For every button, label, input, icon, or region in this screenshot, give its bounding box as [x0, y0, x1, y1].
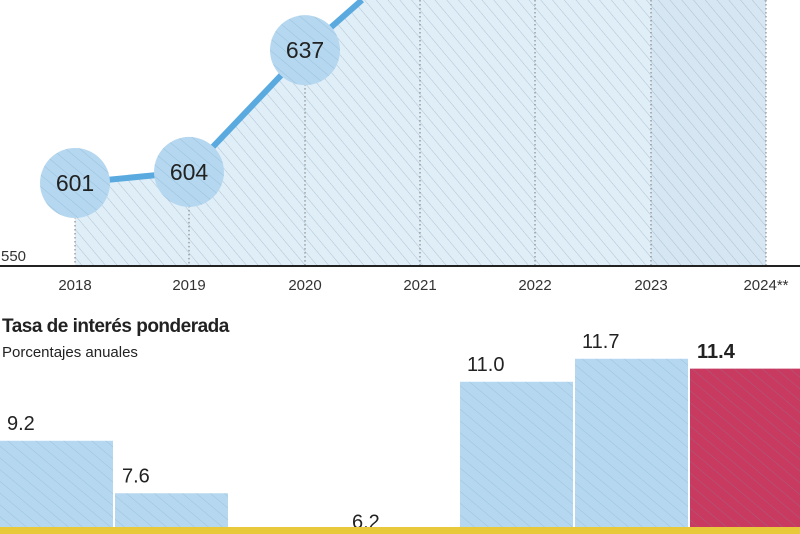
line-chart: 550 2018 2019 2020 2021 2022 2023 2024** 601 60…: [0, 0, 800, 294]
data-point-hatch: [154, 136, 224, 207]
bar-hatch: [0, 440, 113, 534]
baseline-band: [0, 527, 800, 534]
bar-label: 9.2: [7, 413, 35, 435]
data-label: 601: [56, 170, 94, 196]
bar-hatch: [575, 358, 688, 534]
series-line: [74, 0, 364, 186]
bar-label: 11.7: [582, 331, 619, 353]
x-tick-label: 2022: [518, 277, 551, 294]
bar-label: 11.4: [697, 341, 736, 363]
bar-label: 11.0: [467, 354, 504, 376]
bar-hatch: [460, 381, 573, 534]
bar-hatch: [690, 368, 800, 534]
bar-chart-subtitle: Porcentajes anuales: [2, 344, 138, 361]
data-point-hatch: [270, 15, 340, 86]
x-tick-label: 2023: [634, 277, 667, 294]
x-tick-label: 2020: [288, 277, 321, 294]
x-tick-label: 2019: [172, 277, 205, 294]
y-tick-label: 550: [1, 248, 26, 265]
x-tick-label: 2018: [58, 277, 91, 294]
bar-label: 7.6: [122, 466, 150, 488]
data-label: 604: [170, 159, 209, 185]
data-label: 637: [286, 37, 324, 63]
data-point-hatch: [40, 148, 110, 218]
x-tick-label: 2024**: [743, 277, 788, 294]
bar-chart-title: Tasa de interés ponderada: [2, 316, 229, 337]
x-tick-label: 2021: [403, 277, 436, 294]
